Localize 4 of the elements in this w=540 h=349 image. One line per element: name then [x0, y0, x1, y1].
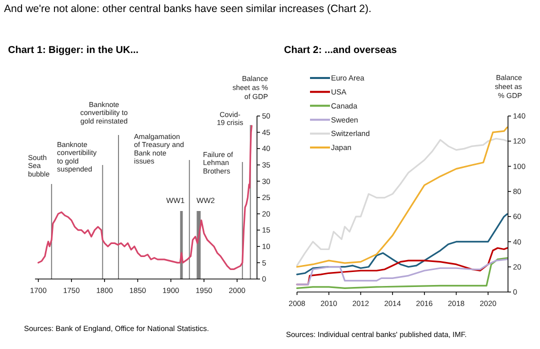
- chart-title: Chart 2: ...and overseas: [284, 45, 398, 56]
- text: And we're not alone: other central banks have seen similar increases (Chart 2).: [4, 3, 372, 15]
- chart-title: Chart 1: Bigger: in the UK...: [8, 45, 139, 56]
- line-series: [296, 213, 508, 276]
